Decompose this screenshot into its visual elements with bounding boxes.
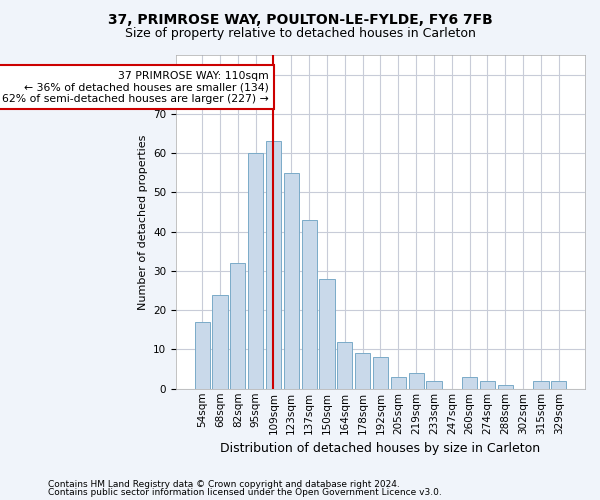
Bar <box>391 377 406 389</box>
Bar <box>462 377 477 389</box>
Bar <box>409 373 424 389</box>
Bar <box>480 381 495 389</box>
Bar <box>551 381 566 389</box>
Y-axis label: Number of detached properties: Number of detached properties <box>137 134 148 310</box>
Bar <box>230 263 245 389</box>
Bar <box>498 385 513 389</box>
Bar <box>194 322 210 389</box>
Bar <box>266 142 281 389</box>
Bar <box>212 294 227 389</box>
Text: Contains HM Land Registry data © Crown copyright and database right 2024.: Contains HM Land Registry data © Crown c… <box>48 480 400 489</box>
Bar <box>427 381 442 389</box>
Bar <box>337 342 352 389</box>
Text: 37, PRIMROSE WAY, POULTON-LE-FYLDE, FY6 7FB: 37, PRIMROSE WAY, POULTON-LE-FYLDE, FY6 … <box>107 12 493 26</box>
Text: Size of property relative to detached houses in Carleton: Size of property relative to detached ho… <box>125 28 475 40</box>
Bar <box>373 358 388 389</box>
Bar <box>302 220 317 389</box>
Bar <box>319 279 335 389</box>
Bar <box>248 153 263 389</box>
X-axis label: Distribution of detached houses by size in Carleton: Distribution of detached houses by size … <box>220 442 541 455</box>
Text: Contains public sector information licensed under the Open Government Licence v3: Contains public sector information licen… <box>48 488 442 497</box>
Text: 37 PRIMROSE WAY: 110sqm
← 36% of detached houses are smaller (134)
62% of semi-d: 37 PRIMROSE WAY: 110sqm ← 36% of detache… <box>2 70 269 104</box>
Bar <box>533 381 548 389</box>
Bar <box>284 173 299 389</box>
Bar <box>355 354 370 389</box>
